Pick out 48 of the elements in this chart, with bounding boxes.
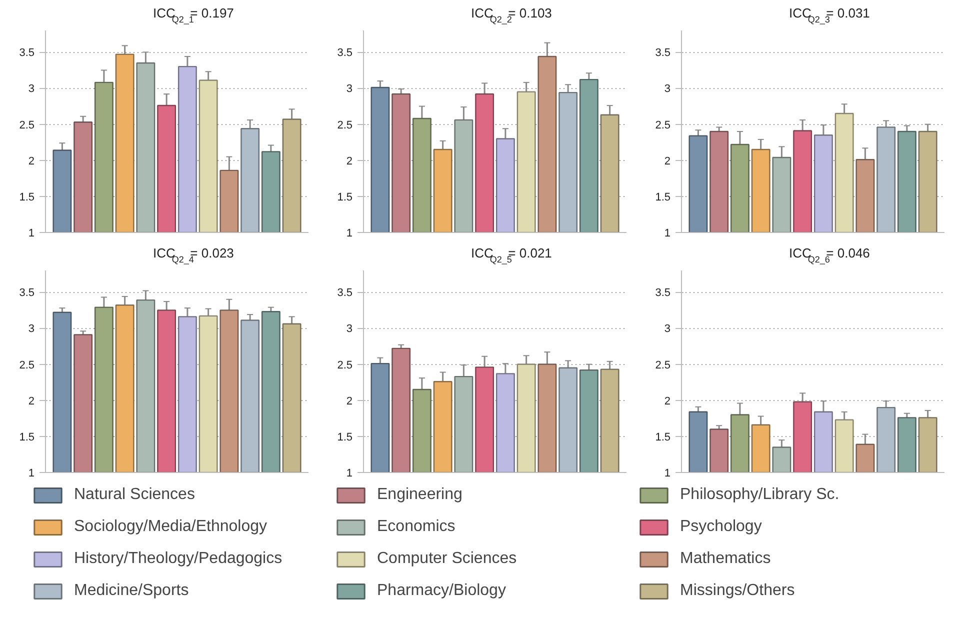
y-tick-label: 1.5 [19,431,35,444]
legend-label: Medicine/Sports [74,582,190,600]
y-tick-label: 3.5 [19,47,35,60]
y-tick-label: 1 [28,228,35,240]
legend-label: Pharmacy/Biology [377,582,507,600]
legend-label: Natural Sciences [74,486,196,504]
y-tick-label: 2.5 [337,119,353,132]
y-tick-label: 2 [346,155,353,168]
y-tick-label: 1 [346,468,353,480]
y-tick-label: 3 [28,83,35,96]
legend-label: Missings/Others [680,582,796,600]
y-tick-label: 2 [664,395,671,408]
legend-label: Economics [377,518,456,536]
y-tick-label: 3 [346,83,353,96]
legend-label: Computer Sciences [377,550,518,568]
y-tick-label: 2 [346,395,353,408]
legend-label: Mathematics [680,550,772,568]
legend-label: History/Theology/Pedagogics [74,550,284,568]
y-tick-label: 3.5 [655,287,671,300]
y-tick-label: 1 [664,468,671,480]
y-tick-label: 3 [664,83,671,96]
y-tick-label: 3 [664,323,671,336]
y-tick-label: 3.5 [655,47,671,60]
y-tick-label: 3.5 [337,287,353,300]
legend-label: Engineering [377,486,464,504]
y-tick-label: 1.5 [655,431,671,444]
y-tick-label: 1 [664,228,671,240]
y-tick-label: 1.5 [337,431,353,444]
y-tick-label: 1.5 [337,191,353,204]
legend-label: Sociology/Media/Ethnology [74,518,268,536]
y-tick-label: 2.5 [19,119,35,132]
y-tick-label: 1.5 [19,191,35,204]
y-tick-label: 3 [346,323,353,336]
legend-label: Psychology [680,518,763,536]
y-tick-label: 2 [664,155,671,168]
y-tick-label: 2.5 [655,119,671,132]
y-tick-label: 2.5 [655,359,671,372]
y-tick-label: 2 [28,155,35,168]
y-tick-label: 3 [28,323,35,336]
y-tick-label: 2 [28,395,35,408]
y-tick-label: 2.5 [19,359,35,372]
y-tick-label: 3.5 [337,47,353,60]
y-tick-label: 1.5 [655,191,671,204]
legend-label: Philosophy/Library Sc. [680,486,840,504]
y-tick-label: 2.5 [337,359,353,372]
y-tick-label: 1 [28,468,35,480]
y-tick-label: 3.5 [19,287,35,300]
y-tick-label: 1 [346,228,353,240]
